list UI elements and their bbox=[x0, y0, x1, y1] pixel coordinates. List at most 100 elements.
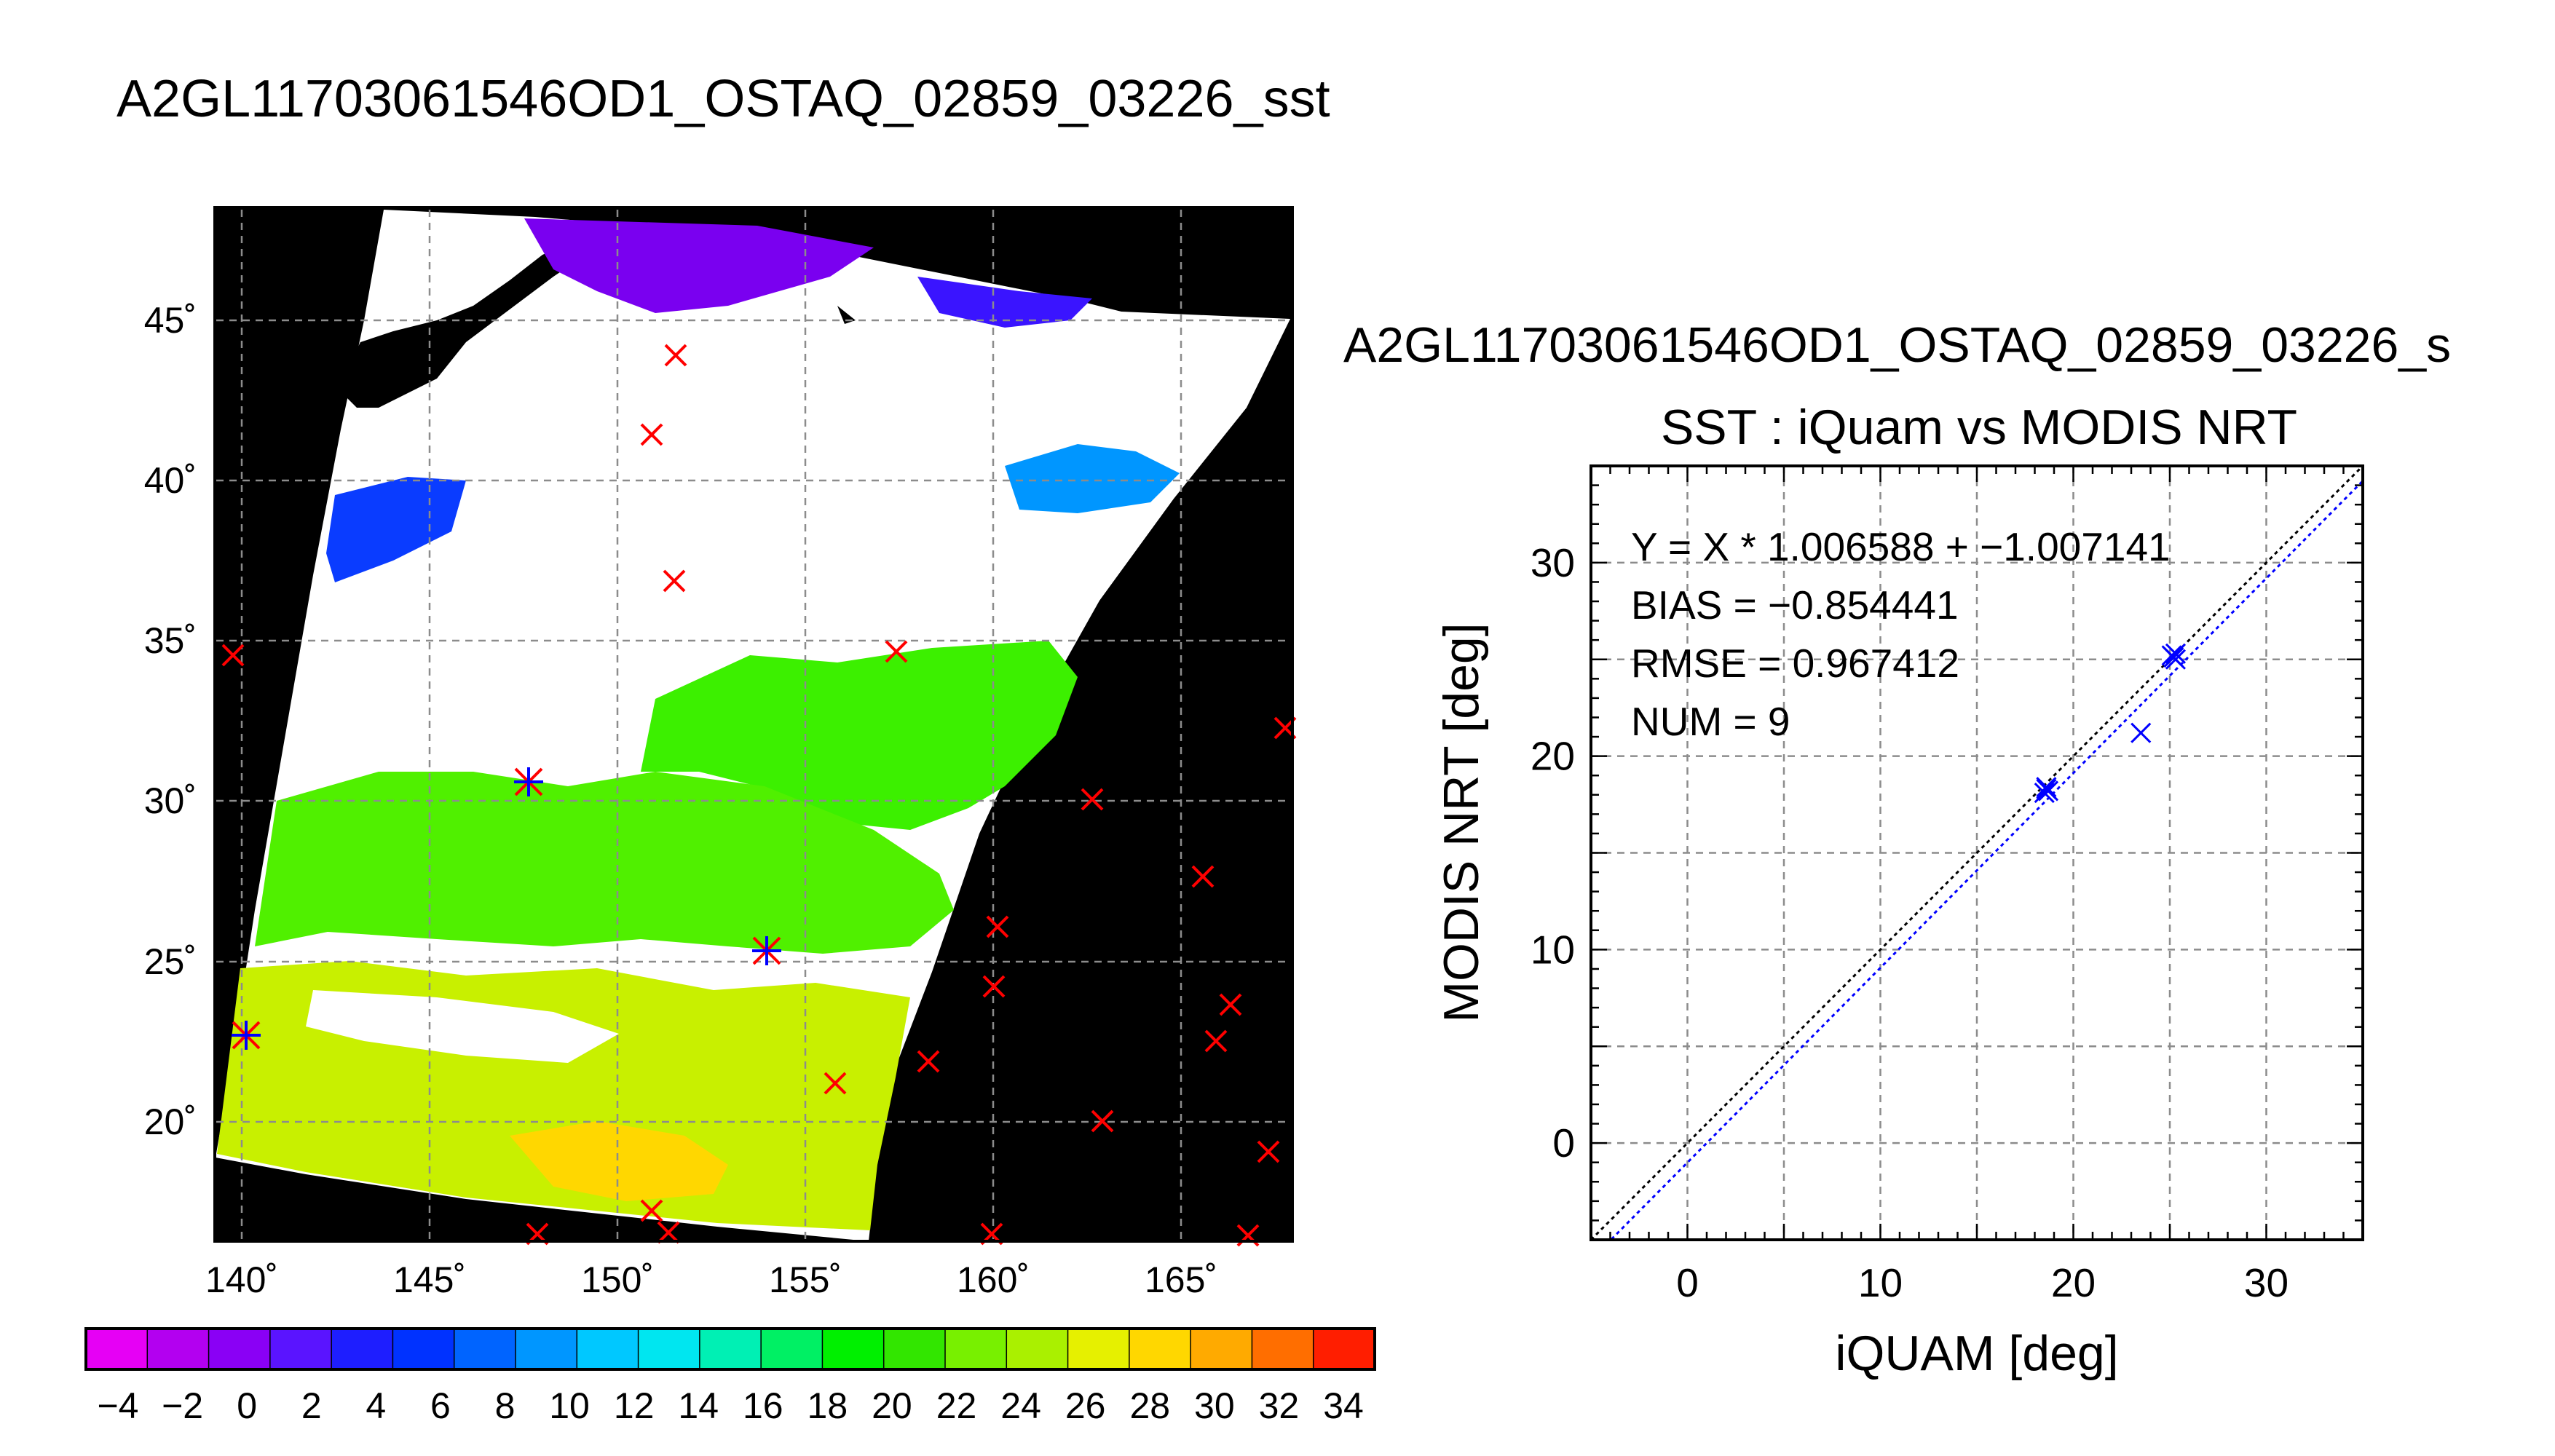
lat-tick-label: 20˚ bbox=[144, 1101, 197, 1142]
scatter-point bbox=[2131, 722, 2152, 743]
lat-tick-label: 30˚ bbox=[144, 780, 197, 821]
x-tick-label: 0 bbox=[1676, 1260, 1699, 1305]
x-tick-label: 10 bbox=[1858, 1260, 1903, 1305]
map-lat-ticks: 20˚ 25˚ 30˚ 35˚ 40˚ 45˚ bbox=[144, 300, 197, 1142]
matchup-marker bbox=[514, 767, 543, 796]
colorbar-cell bbox=[1129, 1328, 1192, 1370]
colorbar-cell bbox=[944, 1328, 1008, 1370]
scatter-point bbox=[2165, 643, 2187, 664]
scatter-point bbox=[2165, 649, 2187, 670]
buoy-marker bbox=[657, 1221, 680, 1244]
matchup-marker bbox=[232, 1021, 261, 1050]
buoy-marker bbox=[986, 915, 1009, 938]
buoy-marker bbox=[917, 1050, 940, 1073]
sst-patch-green-upper bbox=[641, 641, 1078, 830]
colorbar-cell bbox=[1067, 1328, 1131, 1370]
colorbar-cell bbox=[760, 1328, 824, 1370]
buoy-marker bbox=[1204, 1029, 1228, 1053]
fit-line bbox=[1609, 480, 2363, 1240]
x-tick-label: 20 bbox=[2051, 1260, 2096, 1305]
buoy-marker bbox=[221, 644, 245, 667]
scatter-suptitle: A2GL11703061546OD1_OSTAQ_02859_03226_s bbox=[1343, 317, 2451, 373]
scatter-annotation: BIAS = −0.854441 bbox=[1631, 582, 1959, 628]
map-coastline-japan bbox=[342, 240, 597, 408]
sst-patch-cloud bbox=[306, 990, 619, 1063]
scatter-point bbox=[2034, 783, 2055, 804]
y-tick-label: 0 bbox=[1552, 1120, 1575, 1166]
colorbar-tick-label: 16 bbox=[743, 1385, 783, 1426]
scatter-title: SST : iQuam vs MODIS NRT bbox=[1661, 400, 2297, 455]
colorbar-cell bbox=[1006, 1328, 1069, 1370]
buoy-marker bbox=[1219, 993, 1242, 1016]
colorbar-tick-label: 22 bbox=[936, 1385, 977, 1426]
colorbar-tick-label: 18 bbox=[807, 1385, 848, 1426]
colorbar: −4 −2 0 2 4 6 8 10 12 14 16 18 20 22 24 26 28 30 32 34 bbox=[84, 1327, 1376, 1426]
colorbar-cell bbox=[1312, 1328, 1376, 1370]
buoy-marker bbox=[885, 640, 908, 663]
colorbar-tick-label: 32 bbox=[1259, 1385, 1300, 1426]
colorbar-tick-label: 34 bbox=[1323, 1385, 1364, 1426]
sst-patch-northeast bbox=[917, 277, 1092, 328]
map-graticule bbox=[216, 210, 1290, 1239]
scatter-frame bbox=[1590, 464, 2364, 1241]
scatter-annotation: NUM = 9 bbox=[1631, 699, 1790, 744]
sst-patch-northwest bbox=[326, 477, 466, 582]
map-lon-ticks: 140˚ 145˚ 150˚ 155˚ 160˚ 165˚ bbox=[205, 1259, 1217, 1300]
scatter-annotation: RMSE = 0.967412 bbox=[1631, 641, 1959, 686]
buoy-marker bbox=[1081, 788, 1104, 811]
colorbar-tick-label: −4 bbox=[97, 1385, 138, 1426]
one-to-one-line bbox=[1591, 466, 2363, 1240]
lat-tick-label: 40˚ bbox=[144, 460, 197, 501]
colorbar-tick-label: 30 bbox=[1194, 1385, 1235, 1426]
colorbar-tick-label: 10 bbox=[549, 1385, 590, 1426]
colorbar-cell bbox=[821, 1328, 885, 1370]
lat-tick-label: 45˚ bbox=[144, 300, 197, 341]
sst-patch-north bbox=[524, 218, 874, 313]
matchup-marker bbox=[752, 936, 781, 965]
colorbar-tick-label: 6 bbox=[430, 1385, 451, 1426]
y-tick-label: 10 bbox=[1531, 927, 1575, 972]
colorbar-cell bbox=[1251, 1328, 1314, 1370]
colorbar-tick-label: 14 bbox=[678, 1385, 719, 1426]
colorbar-cell bbox=[269, 1328, 333, 1370]
y-tick-label: 20 bbox=[1531, 734, 1575, 779]
lon-tick-label: 155˚ bbox=[769, 1259, 842, 1300]
lat-tick-label: 35˚ bbox=[144, 620, 197, 661]
colorbar-tick-label: 28 bbox=[1129, 1385, 1170, 1426]
colorbar-tick-label: 26 bbox=[1065, 1385, 1106, 1426]
colorbar-cell bbox=[208, 1328, 272, 1370]
colorbar-cell bbox=[637, 1328, 701, 1370]
colorbar-cell bbox=[392, 1328, 455, 1370]
lon-tick-label: 150˚ bbox=[581, 1259, 654, 1300]
scatter-ylabel: MODIS NRT [deg] bbox=[1434, 622, 1489, 1022]
colorbar-tick-label: 24 bbox=[1000, 1385, 1041, 1426]
scatter-annotation: Y = X * 1.006588 + −1.007141 bbox=[1631, 524, 2171, 569]
colorbar-cell bbox=[1190, 1328, 1253, 1370]
buoy-marker bbox=[664, 344, 687, 367]
sst-map bbox=[213, 206, 1297, 1247]
colorbar-cell bbox=[453, 1328, 517, 1370]
colorbar-frame bbox=[84, 1327, 1376, 1371]
colorbar-cell bbox=[882, 1328, 947, 1370]
colorbar-tick-label: 2 bbox=[301, 1385, 322, 1426]
map-buoy-markers bbox=[221, 344, 1297, 1247]
colorbar-cell bbox=[576, 1328, 639, 1370]
y-tick-label: 30 bbox=[1531, 540, 1575, 585]
colorbar-tick-label: 0 bbox=[237, 1385, 257, 1426]
colorbar-cell bbox=[515, 1328, 578, 1370]
colorbar-tick-label: 8 bbox=[495, 1385, 516, 1426]
scatter-point bbox=[2036, 777, 2057, 798]
x-tick-label: 30 bbox=[2244, 1260, 2289, 1305]
colorbar-cell bbox=[331, 1328, 394, 1370]
buoy-marker bbox=[1091, 1109, 1114, 1133]
colorbar-cell bbox=[85, 1328, 149, 1370]
buoy-marker bbox=[663, 569, 686, 593]
colorbar-tick-label: −2 bbox=[162, 1385, 203, 1426]
buoy-marker bbox=[1191, 865, 1215, 888]
lon-tick-label: 165˚ bbox=[1145, 1259, 1217, 1300]
lat-tick-label: 25˚ bbox=[144, 941, 197, 982]
colorbar-cells bbox=[85, 1328, 1376, 1370]
lon-tick-label: 160˚ bbox=[957, 1259, 1030, 1300]
buoy-marker bbox=[640, 423, 663, 446]
